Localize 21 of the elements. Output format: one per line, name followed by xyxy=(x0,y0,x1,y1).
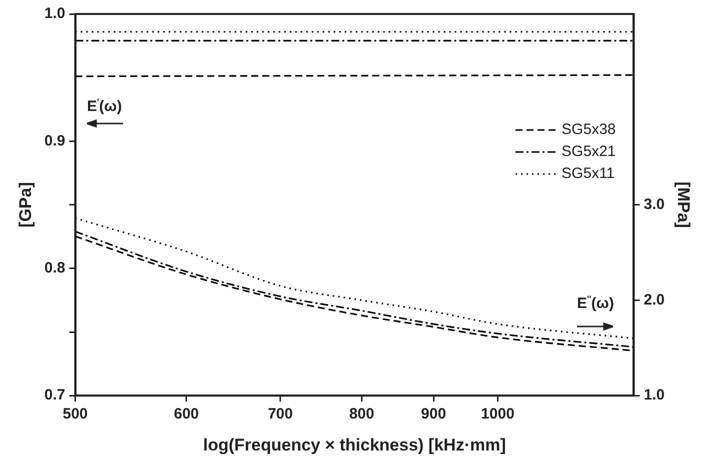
y2-axis-title: [MPa] xyxy=(674,182,694,228)
x-tick-label: 800 xyxy=(349,406,374,423)
y2-tick-label: 1.0 xyxy=(644,386,665,404)
y-tick-label: 0.7 xyxy=(44,386,66,404)
x-tick-label: 600 xyxy=(174,406,199,423)
y-tick-label: 1.0 xyxy=(44,5,66,22)
annotation: E$^{'}$(ω) xyxy=(87,97,122,115)
y-tick-label: 0.9 xyxy=(44,132,66,150)
legend-label: SG5x38 xyxy=(562,121,616,138)
annotation: E$^{''}$(ω) xyxy=(577,294,614,312)
x-axis-title: log(Frequency × thickness) [kHz·mm] xyxy=(203,435,506,454)
x-tick-label: 700 xyxy=(268,406,293,423)
y-tick-label: 0.8 xyxy=(44,260,66,277)
y2-tick-label: 2.0 xyxy=(644,291,665,308)
x-tick-label: 900 xyxy=(421,406,446,423)
x-tick-label: 500 xyxy=(62,406,88,423)
y-axis-title: [GPa] xyxy=(16,182,35,228)
legend-label: SG5x21 xyxy=(562,143,616,160)
y2-tick-label: 3.0 xyxy=(644,196,665,213)
legend-label: SG5x11 xyxy=(562,165,615,182)
x-tick-label: 1000 xyxy=(481,406,514,423)
